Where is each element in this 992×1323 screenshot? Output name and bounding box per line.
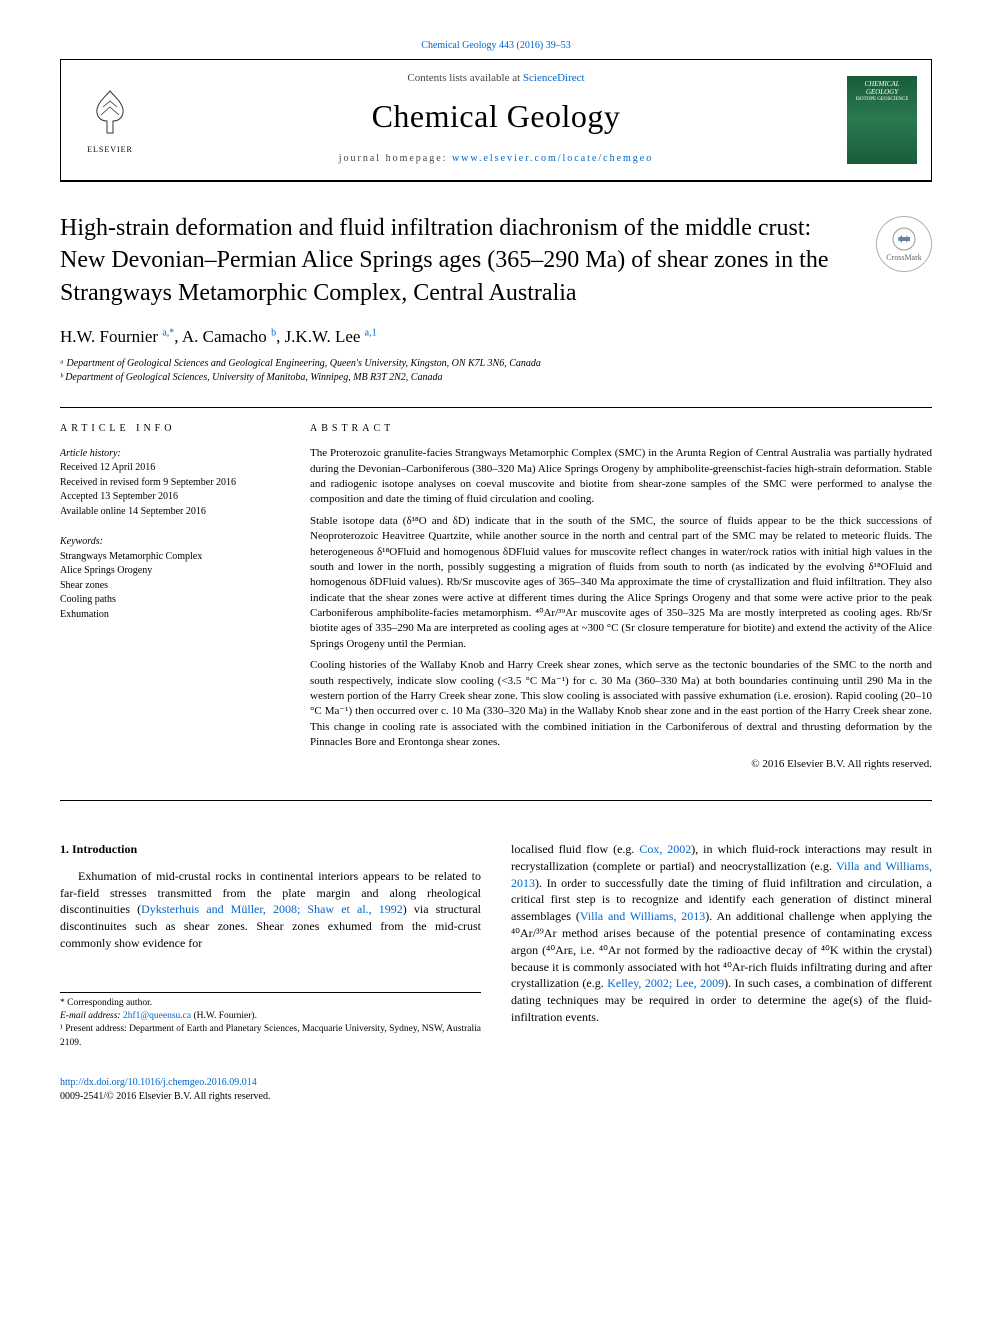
history-revised: Received in revised form 9 September 201… [60,476,280,491]
affiliation-b: ᵇ Department of Geological Sciences, Uni… [60,371,932,385]
intro-text: localised fluid flow (e.g. [511,842,639,856]
contents-line: Contents lists available at ScienceDirec… [171,72,821,84]
homepage-prefix: journal homepage: [339,153,452,164]
top-journal-ref: Chemical Geology 443 (2016) 39–53 [60,40,932,51]
page-root: Chemical Geology 443 (2016) 39–53 ELSEVI… [0,0,992,1144]
doi-link[interactable]: http://dx.doi.org/10.1016/j.chemgeo.2016… [60,1077,257,1088]
footnote-present-address: ¹ Present address: Department of Earth a… [60,1023,481,1050]
abstract: abstract The Proterozoic granulite-facie… [310,422,932,778]
abstract-copyright: © 2016 Elsevier B.V. All rights reserved… [310,757,932,772]
citation-link[interactable]: Dyksterhuis and Müller, 2008; Shaw et al… [141,902,403,916]
abstract-para: Cooling histories of the Wallaby Knob an… [310,658,932,750]
email-label: E-mail address: [60,1011,123,1021]
crossmark-label: CrossMark [886,253,922,262]
sciencedirect-link[interactable]: ScienceDirect [523,72,585,84]
journal-name: Chemical Geology [171,98,821,135]
keyword: Cooling paths [60,593,280,608]
keyword: Exhumation [60,608,280,623]
author-affil-link[interactable]: b [271,327,276,346]
journal-header-box: ELSEVIER Contents lists available at Sci… [60,59,932,180]
crossmark-badge[interactable]: CrossMark [876,216,932,272]
section-heading-intro: 1. Introduction [60,841,481,858]
journal-cover-thumb: CHEMICAL GEOLOGY ISOTOPE GEOSCIENCE [847,76,917,164]
history-received: Received 12 April 2016 [60,461,280,476]
elsevier-label: ELSEVIER [87,145,133,154]
author-corr-link[interactable]: * [169,327,174,346]
title-block: High-strain deformation and fluid infilt… [60,212,932,309]
article-info: article info Article history: Received 1… [60,422,280,778]
body-columns: 1. Introduction Exhumation of mid-crusta… [60,841,932,1050]
history-online: Available online 14 September 2016 [60,505,280,520]
article-title: High-strain deformation and fluid infilt… [60,212,932,309]
homepage-link[interactable]: www.elsevier.com/locate/chemgeo [452,153,653,164]
homepage-line: journal homepage: www.elsevier.com/locat… [171,153,821,164]
issn-copyright: 0009-2541/© 2016 Elsevier B.V. All right… [60,1090,932,1104]
footnotes: * Corresponding author. E-mail address: … [60,992,481,1050]
body-col-left: 1. Introduction Exhumation of mid-crusta… [60,841,481,1050]
authors-line: H.W. Fournier a,*, A. Camacho b, J.K.W. … [60,327,932,347]
header-rule [60,180,932,182]
keyword: Shear zones [60,579,280,594]
info-abstract-row: article info Article history: Received 1… [60,422,932,778]
citation-link[interactable]: Cox, 2002 [639,842,691,856]
affiliation-a: ᵃ Department of Geological Sciences and … [60,357,932,371]
separator-rule [60,800,932,801]
citation-link[interactable]: Kelley, 2002; Lee, 2009 [607,976,724,990]
abstract-para: Stable isotope data (δ¹⁸O and δD) indica… [310,514,932,653]
keyword: Alice Springs Orogeny [60,564,280,579]
affiliations: ᵃ Department of Geological Sciences and … [60,357,932,385]
email-suffix: (H.W. Fournier). [191,1011,257,1021]
crossmark-icon [892,227,916,251]
page-footer: http://dx.doi.org/10.1016/j.chemgeo.2016… [60,1076,932,1104]
citation-link[interactable]: Villa and Williams, 2013 [580,909,705,923]
footnote-corr: * Corresponding author. [60,997,481,1010]
intro-para: localised fluid flow (e.g. Cox, 2002), i… [511,841,932,1026]
article-info-heading: article info [60,422,280,437]
intro-para: Exhumation of mid-crustal rocks in conti… [60,868,481,952]
cover-subtitle: ISOTOPE GEOSCIENCE [851,97,913,102]
body-col-right: localised fluid flow (e.g. Cox, 2002), i… [511,841,932,1050]
history-label: Article history: [60,447,280,462]
cover-title: CHEMICAL GEOLOGY [851,80,913,96]
journal-ref-link[interactable]: Chemical Geology 443 (2016) 39–53 [421,40,570,51]
keywords-heading: Keywords: [60,535,280,550]
email-link[interactable]: 2hf1@queensu.ca [123,1011,191,1021]
elsevier-logo: ELSEVIER [75,80,145,160]
abstract-para: The Proterozoic granulite-facies Strangw… [310,446,932,508]
abstract-heading: abstract [310,422,932,436]
elsevier-tree-icon [87,87,133,143]
keyword: Strangways Metamorphic Complex [60,550,280,565]
contents-prefix: Contents lists available at [407,72,522,84]
history-accepted: Accepted 13 September 2016 [60,490,280,505]
separator-rule [60,407,932,408]
author-affil-link[interactable]: a,1 [365,327,377,346]
footnote-email: E-mail address: 2hf1@queensu.ca (H.W. Fo… [60,1010,481,1023]
